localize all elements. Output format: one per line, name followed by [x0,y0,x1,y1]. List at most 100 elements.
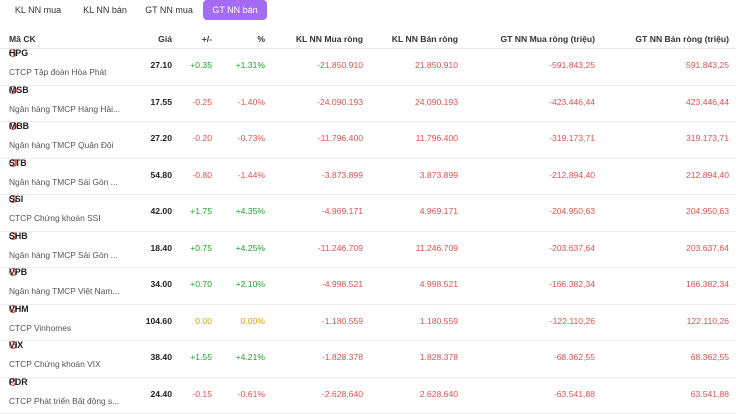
symbol-text: VPB [9,267,27,277]
company-name: CTCP Vinhomes [9,323,71,333]
price-cell: 17.55 [150,97,172,107]
header-kl-mua-rong[interactable]: KL NN Mua ròng [296,34,363,44]
percent-cell: -1.40% [238,97,265,107]
gt-mua-rong-cell: -203.637,64 [549,243,595,253]
gt-ban-rong-cell: 319.173,71 [686,133,729,143]
kl-mua-rong-cell: -24.090.193 [317,97,363,107]
gt-mua-rong-cell: -212.894,40 [549,170,595,180]
tab-gt-nn-mua[interactable]: GT NN mua [138,0,200,20]
symbol-text: MSB [9,85,29,95]
gt-ban-rong-cell: 122.110,26 [687,316,729,326]
gt-ban-rong-cell: 204.950,63 [686,206,729,216]
symbol-text: MBB [9,121,29,131]
symbol-text: VHM [9,304,29,314]
header-percent[interactable]: % [257,34,265,44]
symbol-text: VIX [9,340,23,350]
gt-ban-rong-cell: 68.362,55 [691,352,729,362]
kl-mua-rong-cell: -1.828.378 [322,352,363,362]
header-change[interactable]: +/- [202,34,212,44]
price-cell: 42.00 [150,206,172,216]
header-symbol[interactable]: Mã CK [9,34,36,44]
symbol-text: SHB [9,231,28,241]
change-cell: +1.55 [190,352,212,362]
change-cell: -0.80 [192,170,212,180]
table-row[interactable]: MSB Ngân hàng TMCP Hàng Hải... 17.55 -0.25 -… [0,86,736,123]
kl-mua-rong-cell: -11.796.400 [318,133,363,143]
kl-mua-rong-cell: -4.969.171 [322,206,363,216]
price-cell: 24.40 [150,389,172,399]
company-name: CTCP Tập đoàn Hòa Phát [9,67,106,77]
price-cell: 104.60 [146,316,172,326]
gt-mua-rong-cell: -68.362,55 [554,352,595,362]
kl-ban-rong-cell: 11.246.709 [416,243,458,253]
kl-ban-rong-cell: 1.180.559 [420,316,458,326]
kl-mua-rong-cell: -2.628.640 [322,389,363,399]
kl-ban-rong-cell: 1.828.378 [420,352,458,362]
company-name: Ngân hàng TMCP Việt Nam... [9,286,119,296]
gt-ban-rong-cell: 166.382,34 [686,279,729,289]
gt-ban-rong-cell: 591.843,25 [686,60,729,70]
header-kl-ban-rong[interactable]: KL NN Bán ròng [392,34,458,44]
company-name: Ngân hàng TMCP Sài Gòn ... [9,177,118,187]
symbol-text: HPG [9,48,28,58]
symbol-text: SSI [9,194,23,204]
table-row[interactable]: SSI CTCP Chứng khoán SSI 42.00 +1.75 +4.35% -… [0,195,736,232]
kl-ban-rong-cell: 4.969.171 [420,206,458,216]
change-cell: 0.00 [195,316,212,326]
tab-kl-nn-ban[interactable]: KL NN bán [72,0,138,20]
gt-mua-rong-cell: -204.950,63 [549,206,595,216]
company-name: CTCP Phát triển Bất động s... [9,396,119,406]
percent-cell: -0.73% [238,133,265,143]
percent-cell: -0.61% [238,389,265,399]
kl-mua-rong-cell: -4.998.521 [322,279,363,289]
change-cell: -0.15 [192,389,212,399]
foreign-trading-table: Mã CK Giá +/- % KL NN Mua ròng KL NN Bán… [0,30,736,414]
gt-ban-rong-cell: 63.541,88 [691,389,729,399]
kl-mua-rong-cell: -3.873.899 [322,170,363,180]
change-cell: -0.25 [192,97,212,107]
kl-ban-rong-cell: 24.090.193 [415,97,458,107]
price-cell: 38.40 [150,352,172,362]
change-cell: -0.20 [192,133,212,143]
table-header: Mã CK Giá +/- % KL NN Mua ròng KL NN Bán… [0,30,736,49]
kl-mua-rong-cell: -1.180.559 [322,316,363,326]
gt-mua-rong-cell: -122.110,26 [550,316,595,326]
kl-mua-rong-cell: -21.850.910 [317,60,363,70]
gt-mua-rong-cell: -166.382,34 [549,279,595,289]
tab-kl-nn-mua[interactable]: KL NN mua [6,0,70,20]
gt-ban-rong-cell: 423.446,44 [686,97,729,107]
symbol-text: STB [9,158,27,168]
percent-cell: +4.35% [236,206,265,216]
gt-mua-rong-cell: -423.446,44 [549,97,595,107]
header-gt-ban-rong[interactable]: GT NN Bán ròng (triệu) [635,34,729,44]
percent-cell: -1.44% [238,170,265,180]
company-name: Ngân hàng TMCP Sài Gòn ... [9,250,118,260]
gt-ban-rong-cell: 212.894,40 [686,170,729,180]
company-name: CTCP Chứng khoán SSI [9,213,101,223]
table-row[interactable]: PDR CTCP Phát triển Bất động s... 24.40 -0.… [0,378,736,414]
percent-cell: +2.10% [236,279,265,289]
company-name: Ngân hàng TMCP Quân Đội [9,140,113,150]
change-cell: +1.75 [190,206,212,216]
change-cell: +0.70 [190,279,212,289]
header-price[interactable]: Giá [158,34,172,44]
kl-mua-rong-cell: -11.246.709 [318,243,363,253]
tab-bar: KL NN mua KL NN bán GT NN mua GT NN bán [0,0,736,22]
price-cell: 18.40 [150,243,172,253]
symbol-text: PDR [9,377,28,387]
kl-ban-rong-cell: 2.628.640 [420,389,458,399]
company-name: Ngân hàng TMCP Hàng Hải... [9,104,120,114]
change-cell: +0.35 [190,60,212,70]
tab-gt-nn-ban[interactable]: GT NN bán [203,0,267,20]
header-gt-mua-rong[interactable]: GT NN Mua ròng (triệu) [500,34,595,44]
percent-cell: +4.25% [236,243,265,253]
kl-ban-rong-cell: 21.850.910 [415,60,458,70]
